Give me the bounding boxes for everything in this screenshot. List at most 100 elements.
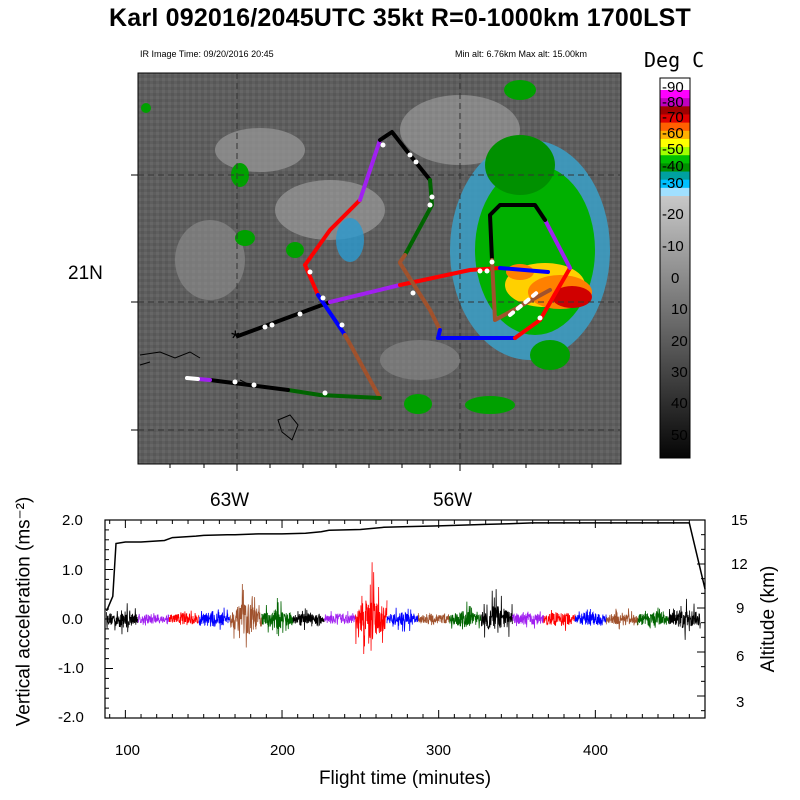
- track-leg-white: [508, 288, 542, 317]
- ir-satellite-map: *: [131, 72, 622, 471]
- map-ticks: [131, 174, 593, 471]
- acceleration-segment: [417, 612, 451, 626]
- y-tick-left-m1: -1.0: [58, 660, 84, 677]
- y-tick-left-1: 1.0: [62, 562, 83, 579]
- track-leg-black-2: [488, 203, 547, 262]
- colorbar-tick-label: 30: [671, 364, 688, 381]
- acceleration-segment: [323, 611, 357, 625]
- track-leg-blue-3: [316, 293, 347, 337]
- colorbar-segment: [660, 179, 690, 189]
- cloud-layer: [141, 80, 610, 414]
- y-tick-right-12: 12: [731, 556, 748, 573]
- y-tick-right-3: 3: [736, 694, 745, 711]
- altitude-range: Min alt: 6.76km Max alt: 15.00km: [455, 49, 588, 59]
- y-axis-label-right: Altitude (km): [758, 565, 779, 673]
- y-axis-label-left: Vertical acceleration (ms⁻²): [13, 496, 35, 727]
- acceleration-segment: [355, 562, 388, 654]
- acceleration-segment: [292, 608, 325, 631]
- colorbar-segment: [660, 138, 690, 148]
- colorbar-tick-label: -20: [662, 206, 684, 223]
- colorbar-segment: [660, 147, 690, 156]
- colorbar-tick-label: 40: [671, 395, 688, 412]
- colorbar-frame: [659, 77, 691, 459]
- y-tick-left-2: 2.0: [62, 512, 83, 529]
- track-leg-white-2: [185, 376, 200, 381]
- track-leg-purple-2: [543, 218, 572, 270]
- lat-label-21n: 21N: [68, 263, 103, 284]
- acceleration-segment: [637, 607, 670, 629]
- acceleration-segment: [449, 601, 482, 630]
- map-gridlines: [138, 73, 621, 464]
- colorbar-segment: [660, 122, 690, 132]
- start-marker: *: [231, 326, 240, 351]
- x-axis-label: Flight time (minutes): [318, 768, 492, 789]
- acceleration-segment: [480, 589, 513, 638]
- acceleration-segment: [543, 610, 576, 631]
- y-tick-left-m2: -2.0: [58, 709, 84, 726]
- colorbar-tick-label: -90: [662, 79, 684, 96]
- acceleration-segment: [668, 598, 701, 640]
- colorbar-segment: [660, 187, 690, 197]
- colorbar-tick-label: 20: [671, 333, 688, 350]
- track-leg-red-1: [398, 266, 502, 287]
- colorbar-tick-label: -50: [662, 141, 684, 158]
- acceleration-segment: [605, 608, 639, 630]
- colorbar-tick-label: 0: [671, 270, 680, 287]
- acceleration-segment: [511, 611, 545, 629]
- colorbar-segment: [660, 78, 690, 90]
- colorbar-title: Deg C: [644, 48, 705, 72]
- colorbar-tick-label: -40: [662, 158, 684, 175]
- acceleration-segment: [261, 598, 294, 637]
- acceleration-series: [106, 562, 701, 654]
- temperature-colorbar: [659, 77, 691, 459]
- track-leg-red-4: [303, 263, 320, 297]
- altitude-series-line: [105, 522, 706, 612]
- track-leg-blue-2: [436, 328, 517, 340]
- chart-ticks: [105, 519, 706, 719]
- lon-label-56w: 56W: [433, 490, 473, 511]
- y-tick-left-0: 0.0: [62, 611, 83, 628]
- track-leg-brown-1: [398, 261, 442, 332]
- colorbar-segment: [660, 163, 690, 173]
- colorbar-segment: [660, 106, 690, 115]
- acceleration-segment: [574, 609, 607, 626]
- track-leg-green-2: [286, 388, 382, 400]
- y-tick-right-15: 15: [731, 512, 748, 529]
- lon-label-63w: 63W: [210, 490, 250, 511]
- track-leg-brown-3: [398, 253, 407, 264]
- colorbar-segment: [660, 114, 690, 124]
- track-leg-red-3: [303, 198, 362, 267]
- track-leg-black-3: [378, 130, 432, 182]
- acceleration-segment: [168, 610, 200, 626]
- x-tick-100: 100: [115, 742, 141, 759]
- acceleration-altitude-chart: [104, 519, 706, 719]
- colorbar-tick-label: 50: [671, 427, 688, 444]
- x-tick-300: 300: [426, 742, 452, 759]
- colorbar-tick-label: -30: [662, 175, 684, 192]
- colorbar-tick-label: 10: [671, 301, 688, 318]
- colorbar-tick-label: -80: [662, 94, 684, 111]
- acceleration-segment: [229, 584, 263, 648]
- acceleration-segment: [106, 603, 139, 635]
- flight-track: [185, 130, 572, 400]
- chart-title: Karl 092016/2045UTC 35kt R=0-1000km 1700…: [109, 4, 691, 32]
- colorbar-tick-label: -10: [662, 238, 684, 255]
- colorbar-segment: [660, 155, 690, 164]
- acceleration-segment: [386, 607, 419, 632]
- acceleration-segment: [198, 607, 231, 630]
- track-leg-purple-3: [358, 138, 382, 202]
- ir-image-time: IR Image Time: 09/20/2016 20:45: [140, 49, 274, 59]
- x-tick-400: 400: [583, 742, 609, 759]
- track-leg-black-4: [208, 378, 290, 392]
- track-leg-brown-2: [490, 258, 552, 322]
- x-tick-200: 200: [270, 742, 296, 759]
- track-leg-blue-1: [498, 266, 550, 274]
- track-leg-purple-4: [196, 377, 212, 382]
- track-leg-black-1: [236, 300, 332, 338]
- y-tick-right-9: 9: [736, 600, 745, 617]
- y-tick-right-6: 6: [736, 648, 745, 665]
- acceleration-segment: [137, 613, 170, 626]
- track-leg-brown-4: [343, 333, 382, 400]
- colorbar-segment: [660, 171, 690, 181]
